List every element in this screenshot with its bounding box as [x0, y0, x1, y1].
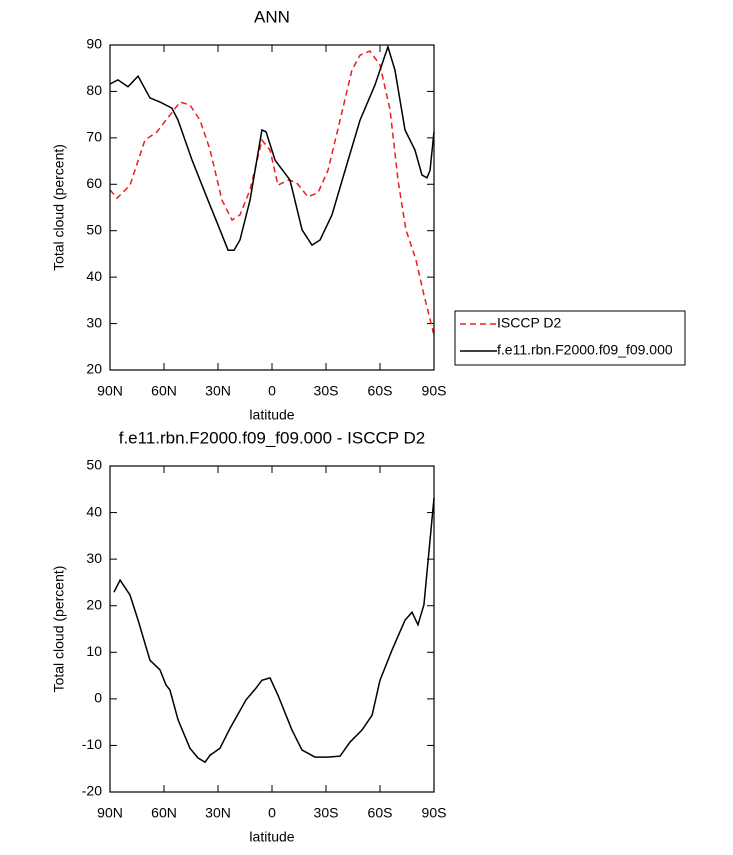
legend-label: f.e11.rbn.F2000.f09_f09.000	[497, 342, 673, 358]
y-tick-label: 80	[86, 82, 102, 98]
y-tick-label: 70	[86, 129, 102, 145]
data-line	[109, 50, 435, 336]
y-tick-label: 60	[86, 175, 102, 191]
x-tick-label: 0	[268, 383, 276, 399]
y-tick-label: 20	[86, 596, 102, 612]
x-tick-label: 30N	[205, 383, 231, 399]
chart-title: ANN	[254, 7, 290, 26]
x-tick-label: 90N	[97, 805, 123, 821]
y-axis-label: Total cloud (percent)	[51, 144, 67, 271]
y-axis-label: Total cloud (percent)	[51, 566, 67, 693]
legend-box	[454, 310, 686, 366]
x-axis-label: latitude	[249, 407, 294, 423]
y-tick-label: 0	[94, 690, 102, 706]
data-line	[109, 44, 435, 251]
x-tick-label: 30S	[314, 383, 339, 399]
x-tick-label: 60S	[368, 805, 393, 821]
y-tick-label: -10	[82, 736, 102, 752]
x-tick-label: 90S	[422, 383, 447, 399]
y-tick-label: 20	[86, 361, 102, 377]
y-tick-label: 40	[86, 268, 102, 284]
x-tick-label: 90N	[97, 383, 123, 399]
y-tick-label: -20	[82, 783, 102, 799]
x-tick-label: 60N	[151, 805, 177, 821]
x-tick-label: 60N	[151, 383, 177, 399]
y-tick-label: 50	[86, 457, 102, 473]
y-tick-label: 50	[86, 221, 102, 237]
plot-frame	[109, 465, 435, 793]
chart-title: f.e11.rbn.F2000.f09_f09.000 - ISCCP D2	[119, 428, 426, 447]
x-tick-label: 30N	[205, 805, 231, 821]
x-tick-label: 60S	[368, 383, 393, 399]
y-tick-label: 30	[86, 314, 102, 330]
y-tick-label: 90	[86, 36, 102, 52]
y-tick-label: 40	[86, 503, 102, 519]
x-axis-label: latitude	[249, 829, 294, 845]
legend-label: ISCCP D2	[497, 315, 562, 331]
data-line	[113, 498, 435, 764]
x-tick-label: 0	[268, 805, 276, 821]
y-tick-label: 30	[86, 550, 102, 566]
plot-frame	[109, 44, 435, 371]
x-tick-label: 90S	[422, 805, 447, 821]
x-tick-label: 30S	[314, 805, 339, 821]
y-tick-label: 10	[86, 643, 102, 659]
